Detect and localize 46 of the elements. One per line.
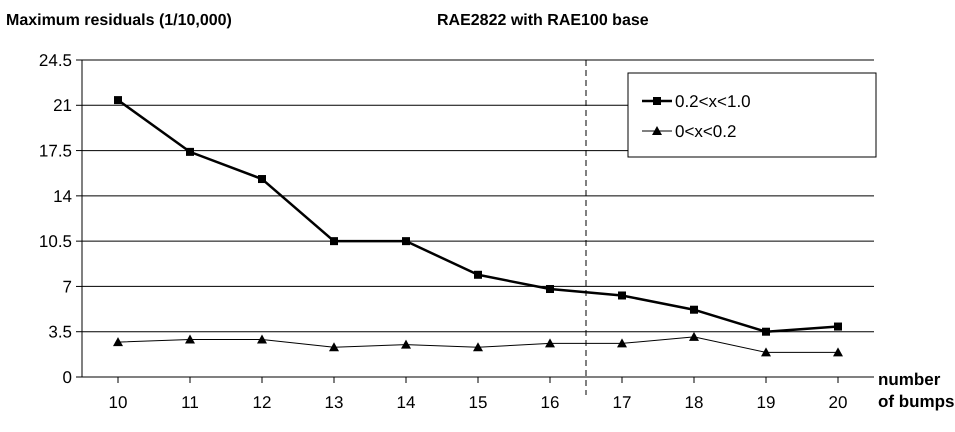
legend-label: 0.2<x<1.0 [675, 92, 751, 111]
y-tick-label: 10.5 [38, 232, 72, 252]
point [113, 337, 123, 346]
point [545, 338, 555, 348]
x-tick-label: 17 [612, 393, 632, 412]
point [474, 270, 482, 279]
point [473, 342, 483, 352]
point [402, 237, 410, 246]
x-tick-label: 20 [828, 393, 848, 412]
y-tick-label: 3.5 [48, 322, 72, 342]
y-tick-label: 14 [53, 186, 72, 206]
x-tick-label: 19 [756, 393, 776, 412]
point [833, 347, 843, 356]
point [617, 338, 627, 348]
x-axis-title: number of bumps [878, 370, 954, 411]
x-tick-label: 10 [108, 393, 128, 412]
point [834, 322, 842, 331]
y-tick-label: 7 [62, 277, 72, 296]
point [618, 291, 626, 300]
point [689, 332, 699, 341]
x-tick-label: 11 [181, 393, 199, 412]
point [762, 328, 770, 336]
x-tick-label: 13 [324, 393, 344, 412]
y-tick-label: 24.5 [38, 50, 72, 70]
y-tick-label: 21 [53, 96, 72, 116]
point [258, 175, 266, 184]
point [329, 342, 339, 352]
chart-title: RAE2822 with RAE100 base [437, 12, 649, 29]
point [186, 148, 194, 156]
x-tick-label: 15 [468, 393, 488, 412]
point [546, 285, 554, 294]
point [185, 334, 195, 344]
x-tick-label: 16 [540, 393, 560, 412]
point [330, 237, 338, 246]
point [257, 334, 267, 344]
y-axis-title: Maximum residuals (1/10,000) [6, 12, 232, 29]
point [401, 340, 411, 349]
x-tick-label: 12 [252, 393, 272, 412]
point [114, 96, 122, 104]
x-tick-label: 14 [396, 393, 416, 412]
y-tick-label: 17.5 [38, 142, 72, 161]
y-tick-label: 0 [62, 368, 72, 387]
point [690, 306, 698, 314]
point [761, 347, 771, 356]
legend-label: 0<x<0.2 [675, 122, 736, 141]
x-tick-label: 18 [684, 393, 704, 412]
